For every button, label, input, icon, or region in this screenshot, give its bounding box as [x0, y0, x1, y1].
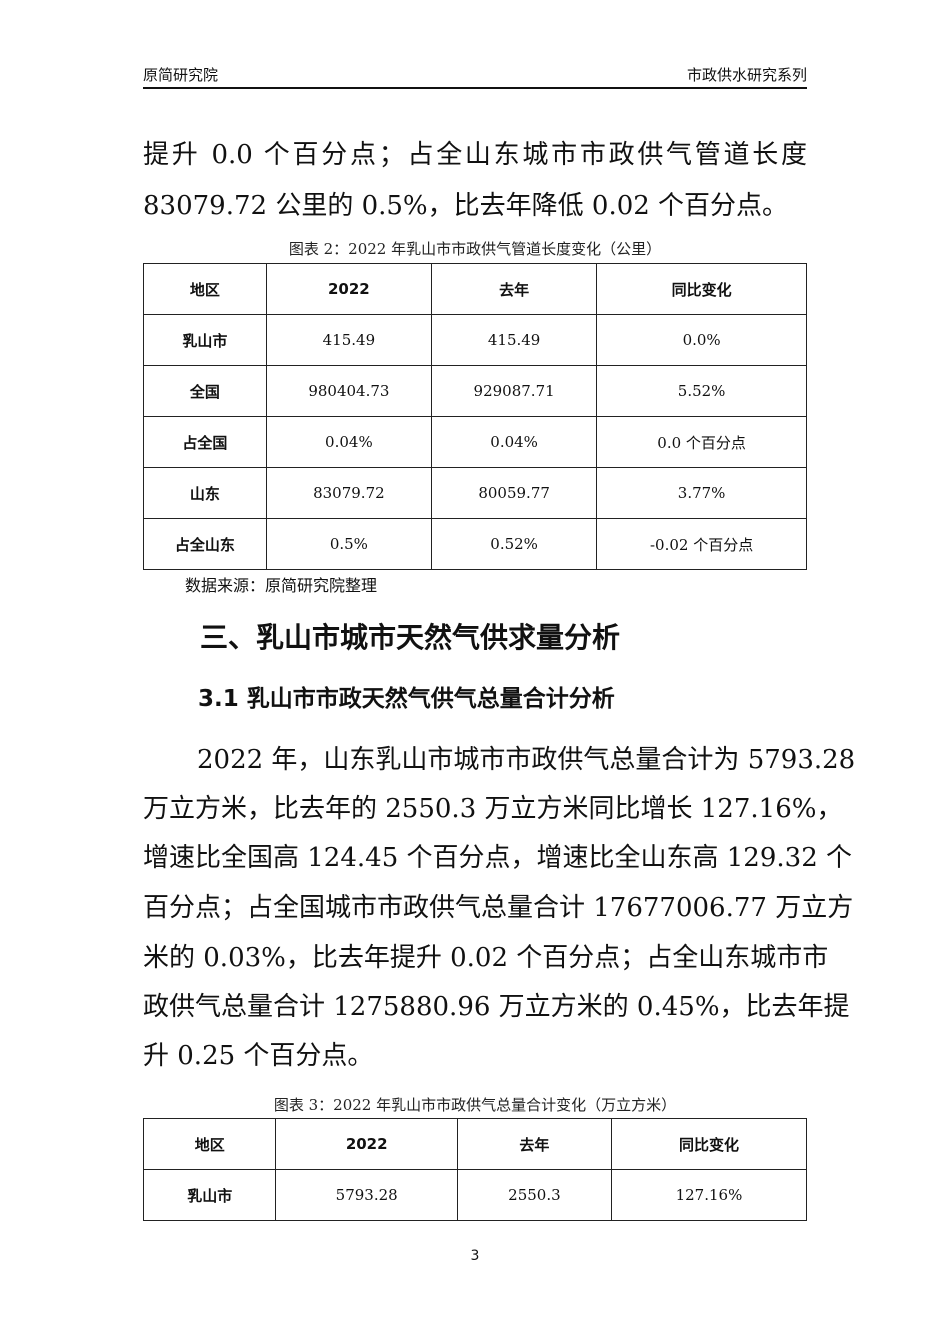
table-cell: 980404.73	[265, 365, 433, 417]
column-header: 地区	[142, 1118, 277, 1170]
table-cell: 0.04%	[265, 416, 433, 468]
section-heading: 三、乳山市城市天然气供求量分析	[200, 621, 621, 654]
table-cell: 415.49	[265, 314, 433, 366]
header-left: 原简研究院	[143, 66, 219, 84]
page-number: 3	[470, 1248, 480, 1264]
body-line: 增速比全国高 124.45 个百分点，增速比全山东高 129.32 个	[143, 843, 853, 873]
body-line: 2022 年，山东乳山市城市市政供气总量合计为 5793.28	[197, 745, 856, 775]
table-cell: 80059.77	[430, 467, 598, 519]
column-header: 同比变化	[610, 1118, 808, 1170]
table-header-row: 地区 2022 去年 同比变化	[142, 1118, 808, 1170]
column-header: 去年	[456, 1118, 612, 1170]
row-label: 乳山市	[142, 1169, 277, 1221]
row-label: 山东	[143, 467, 267, 519]
table-row: 全国 980404.73 929087.71 5.52%	[143, 365, 807, 417]
column-header: 地区	[143, 263, 267, 315]
column-header: 2022	[265, 263, 433, 315]
data-source: 数据来源：原简研究院整理	[185, 576, 378, 595]
table-cell: 83079.72	[265, 467, 433, 519]
table-caption: 图表 3：2022 年乳山市市政供气总量合计变化（万立方米）	[273, 1096, 677, 1114]
table-cell: 0.5%	[265, 518, 433, 570]
body-line: 米的 0.03%，比去年提升 0.02 个百分点；占全山东城市市	[143, 943, 829, 973]
table-header-row: 地区 2022 去年 同比变化	[143, 263, 807, 315]
table-cell: 0.0%	[596, 314, 807, 366]
body-line: 83079.72 公里的 0.5%，比去年降低 0.02 个百分点。	[143, 191, 789, 221]
body-line: 万立方米，比去年的 2550.3 万立方米同比增长 127.16%，	[143, 794, 843, 824]
row-label: 乳山市	[143, 314, 267, 366]
body-line: 政供气总量合计 1275880.96 万立方米的 0.45%，比去年提	[143, 992, 850, 1022]
row-label: 占全山东	[143, 518, 267, 570]
gas-supply-table: 地区 2022 去年 同比变化 乳山市 5793.28 2550.3 127.16%	[142, 1118, 808, 1221]
table-cell: 929087.71	[430, 365, 598, 417]
pipeline-length-table: 地区 2022 去年 同比变化 乳山市 415.49 415.49 0.0% 全国 980404.…	[143, 263, 807, 570]
column-header: 同比变化	[596, 263, 807, 315]
body-line: 升 0.25 个百分点。	[143, 1041, 374, 1071]
table-cell: 127.16%	[610, 1169, 808, 1221]
row-label: 全国	[143, 365, 267, 417]
table-row: 乳山市 5793.28 2550.3 127.16%	[142, 1169, 808, 1221]
table-cell: 3.77%	[596, 467, 807, 519]
header-rule	[143, 87, 807, 89]
table-cell: -0.02 个百分点	[596, 518, 807, 570]
row-label: 占全国	[143, 416, 267, 468]
header-right: 市政供水研究系列	[686, 66, 807, 84]
body-line: 提升 0.0 个百分点；占全山东城市市政供气管道长度	[143, 140, 807, 170]
table-cell: 2550.3	[456, 1169, 612, 1221]
table-cell: 0.52%	[430, 518, 598, 570]
table-cell: 5793.28	[275, 1169, 458, 1221]
column-header: 2022	[275, 1118, 458, 1170]
table-cell: 415.49	[430, 314, 598, 366]
table-caption: 图表 2：2022 年乳山市市政供气管道长度变化（公里）	[288, 240, 662, 258]
table-row: 占全山东 0.5% 0.52% -0.02 个百分点	[143, 518, 807, 570]
table-row: 山东 83079.72 80059.77 3.77%	[143, 467, 807, 519]
table-cell: 0.04%	[430, 416, 598, 468]
table-row: 占全国 0.04% 0.04% 0.0 个百分点	[143, 416, 807, 468]
subsection-heading: 3.1 乳山市市政天然气供气总量合计分析	[198, 686, 615, 712]
table-row: 乳山市 415.49 415.49 0.0%	[143, 314, 807, 366]
table-cell: 0.0 个百分点	[596, 416, 807, 468]
body-line: 百分点；占全国城市市政供气总量合计 17677006.77 万立方	[143, 893, 854, 923]
column-header: 去年	[430, 263, 598, 315]
table-cell: 5.52%	[596, 365, 807, 417]
